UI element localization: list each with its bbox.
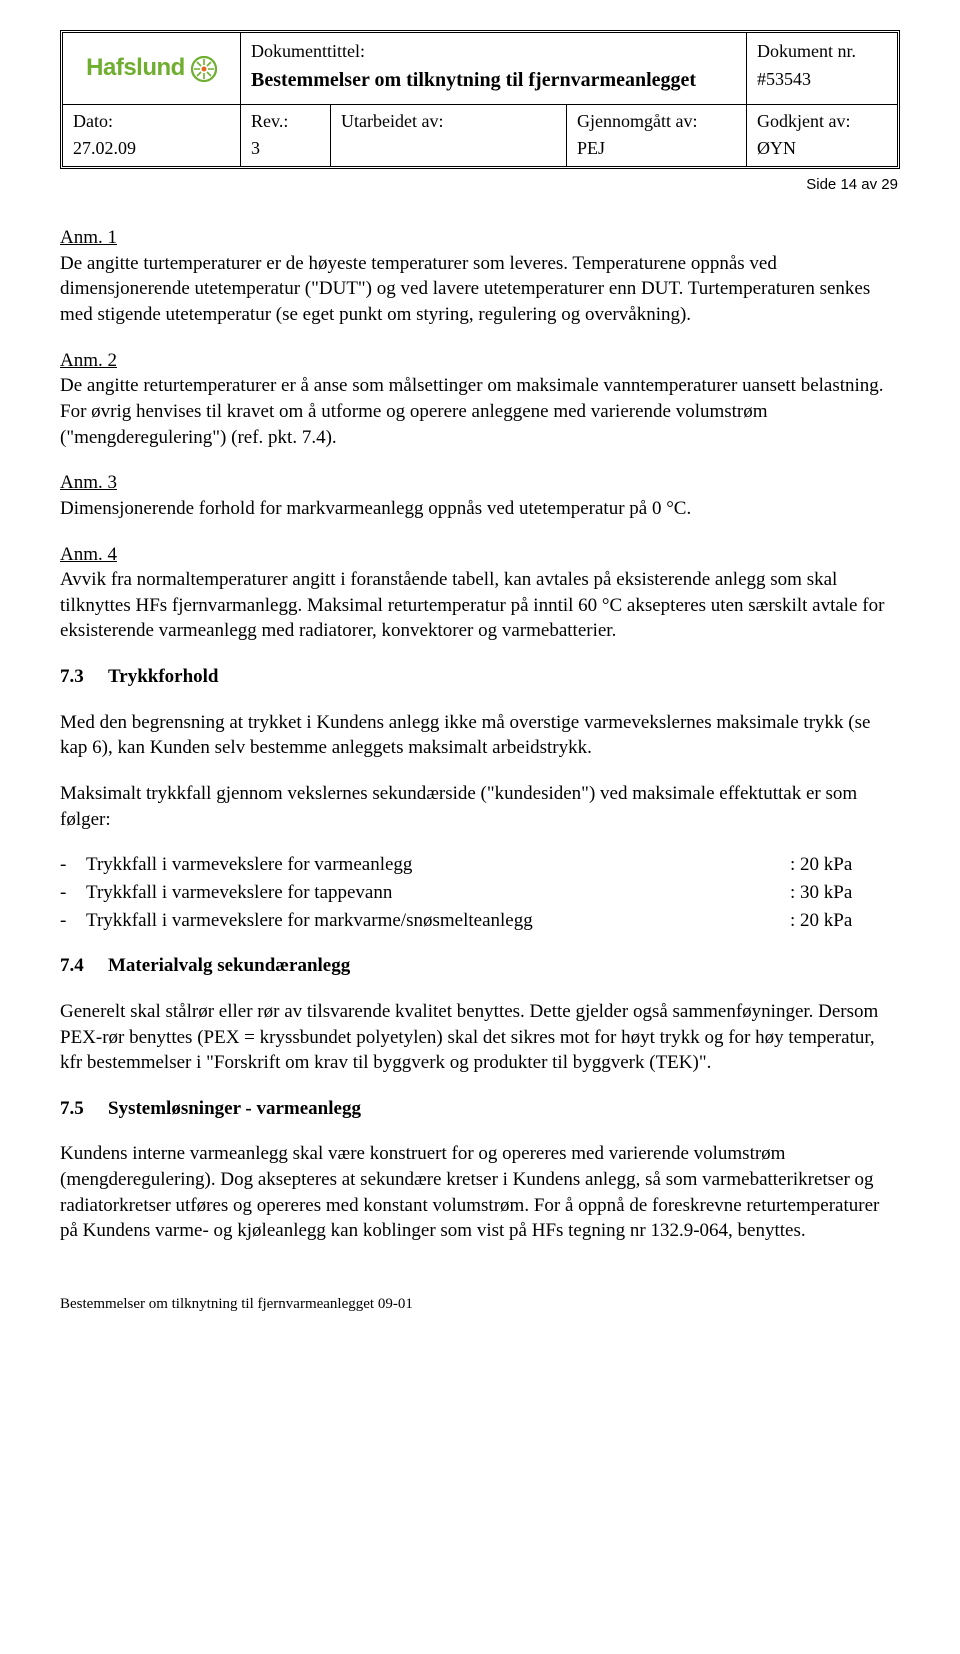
document-header-frame: Hafslund Dokumenttittel: Bestemmelser om… [60, 30, 900, 169]
meta-rev: Rev.: 3 [241, 105, 331, 166]
list-item-label: Trykkfall i varmevekslere for varmeanleg… [86, 852, 790, 878]
docnr-label: Dokument nr. [757, 39, 887, 63]
gjenn-value: PEJ [577, 136, 736, 160]
page-indicator: Side 14 av 29 [60, 175, 900, 195]
list-item: - Trykkfall i varmevekslere for markvarm… [60, 908, 900, 934]
list-item: - Trykkfall i varmevekslere for tappevan… [60, 880, 900, 906]
rev-value: 3 [251, 136, 320, 160]
docnr-value: #53543 [757, 67, 887, 91]
list-item-value: : 30 kPa [790, 880, 900, 906]
section-7-5-num: 7.5 [60, 1096, 108, 1122]
dato-value: 27.02.09 [73, 136, 230, 160]
godk-label: Godkjent av: [757, 109, 887, 133]
section-7-4-num: 7.4 [60, 953, 108, 979]
meta-dato: Dato: 27.02.09 [63, 105, 241, 166]
page-footer: Bestemmelser om tilknytning til fjernvar… [60, 1294, 900, 1314]
logo-text: Hafslund [86, 52, 185, 84]
rev-label: Rev.: [251, 109, 320, 133]
anm-4-block: Anm. 4 Avvik fra normaltemperaturer angi… [60, 542, 900, 645]
section-7-5-title: Systemløsninger - varmeanlegg [108, 1098, 361, 1119]
list-item-value: : 20 kPa [790, 852, 900, 878]
section-7-3-head: 7.3Trykkforhold [60, 664, 900, 690]
list-item-label: Trykkfall i varmevekslere for markvarme/… [86, 908, 790, 934]
section-7-3-num: 7.3 [60, 664, 108, 690]
section-7-5-p1: Kundens interne varmeanlegg skal være ko… [60, 1141, 900, 1244]
document-body: Anm. 1 De angitte turtemperaturer er de … [60, 225, 900, 1244]
section-7-3-p1: Med den begrensning at trykket i Kundens… [60, 710, 900, 761]
anm-2-head: Anm. 2 [60, 350, 117, 371]
meta-gjenn: Gjennomgått av: PEJ [567, 105, 747, 166]
anm-3-text: Dimensjonerende forhold for markvarmeanl… [60, 498, 691, 519]
header-row-1: Hafslund Dokumenttittel: Bestemmelser om… [63, 33, 897, 104]
pressure-drop-list: - Trykkfall i varmevekslere for varmeanl… [60, 852, 900, 933]
list-item-label: Trykkfall i varmevekslere for tappevann [86, 880, 790, 906]
utarb-label: Utarbeidet av: [341, 109, 556, 133]
section-7-3-title: Trykkforhold [108, 666, 219, 687]
logo-icon [191, 56, 217, 82]
list-item-value: : 20 kPa [790, 908, 900, 934]
logo-cell: Hafslund [63, 33, 241, 104]
anm-4-text: Avvik fra normaltemperaturer angitt i fo… [60, 569, 884, 641]
dato-label: Dato: [73, 109, 230, 133]
title-label: Dokumenttittel: [251, 39, 736, 63]
company-logo: Hafslund [86, 52, 217, 84]
docnr-cell: Dokument nr. #53543 [747, 33, 897, 104]
anm-1-head: Anm. 1 [60, 227, 117, 248]
list-item: - Trykkfall i varmevekslere for varmeanl… [60, 852, 900, 878]
gjenn-label: Gjennomgått av: [577, 109, 736, 133]
anm-1-block: Anm. 1 De angitte turtemperaturer er de … [60, 225, 900, 328]
section-7-4-p1: Generelt skal stålrør eller rør av tilsv… [60, 999, 900, 1076]
anm-4-head: Anm. 4 [60, 544, 117, 565]
title-cell: Dokumenttittel: Bestemmelser om tilknytn… [241, 33, 747, 104]
document-title: Bestemmelser om tilknytning til fjernvar… [251, 67, 736, 94]
anm-2-text: De angitte returtemperaturer er å anse s… [60, 375, 884, 447]
bullet-dash: - [60, 852, 86, 878]
anm-1-text: De angitte turtemperaturer er de høyeste… [60, 253, 870, 325]
bullet-dash: - [60, 880, 86, 906]
anm-3-head: Anm. 3 [60, 472, 117, 493]
meta-utarb: Utarbeidet av: [331, 105, 567, 166]
anm-3-block: Anm. 3 Dimensjonerende forhold for markv… [60, 470, 900, 521]
godk-value: ØYN [757, 136, 887, 160]
anm-2-block: Anm. 2 De angitte returtemperaturer er å… [60, 348, 900, 451]
header-row-2: Dato: 27.02.09 Rev.: 3 Utarbeidet av: Gj… [63, 104, 897, 166]
section-7-5-head: 7.5Systemløsninger - varmeanlegg [60, 1096, 900, 1122]
section-7-4-title: Materialvalg sekundæranlegg [108, 955, 350, 976]
section-7-4-head: 7.4Materialvalg sekundæranlegg [60, 953, 900, 979]
bullet-dash: - [60, 908, 86, 934]
section-7-3-p2: Maksimalt trykkfall gjennom vekslernes s… [60, 781, 900, 832]
meta-godk: Godkjent av: ØYN [747, 105, 897, 166]
